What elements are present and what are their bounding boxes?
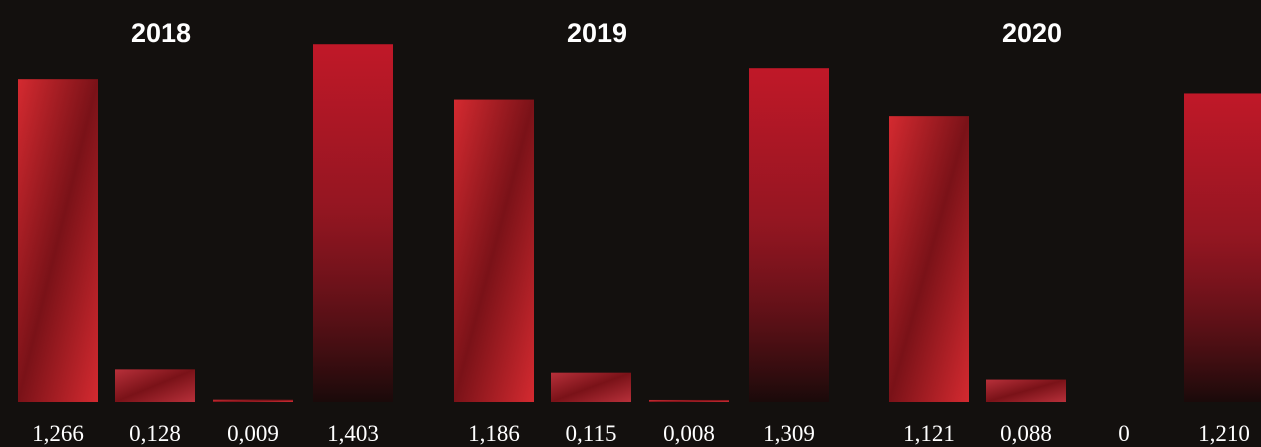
bar bbox=[1184, 93, 1261, 402]
value-label: 1,266 bbox=[32, 421, 84, 446]
value-label: 0,128 bbox=[129, 421, 181, 446]
bar bbox=[889, 116, 969, 403]
value-label: 1,210 bbox=[1198, 421, 1250, 446]
bar bbox=[213, 399, 293, 402]
bar bbox=[18, 79, 98, 403]
bar bbox=[454, 99, 534, 402]
value-label: 0,115 bbox=[566, 421, 617, 446]
bar bbox=[115, 369, 195, 402]
value-label: 1,309 bbox=[763, 421, 815, 446]
value-label: 0,088 bbox=[1000, 421, 1052, 446]
panel-title: 2019 bbox=[567, 18, 627, 48]
bar bbox=[551, 372, 631, 402]
value-label: 1,186 bbox=[468, 421, 520, 446]
bar bbox=[313, 44, 393, 403]
panel-title: 2018 bbox=[131, 18, 191, 48]
value-label: 1,121 bbox=[903, 421, 955, 446]
bar bbox=[986, 379, 1066, 402]
value-label: 1,403 bbox=[327, 421, 379, 446]
value-label: 0 bbox=[1118, 421, 1130, 446]
bar bbox=[749, 68, 829, 402]
value-label: 0,008 bbox=[663, 421, 715, 446]
bar bbox=[649, 399, 729, 402]
value-label: 0,009 bbox=[227, 421, 279, 446]
panel-title: 2020 bbox=[1002, 18, 1062, 48]
